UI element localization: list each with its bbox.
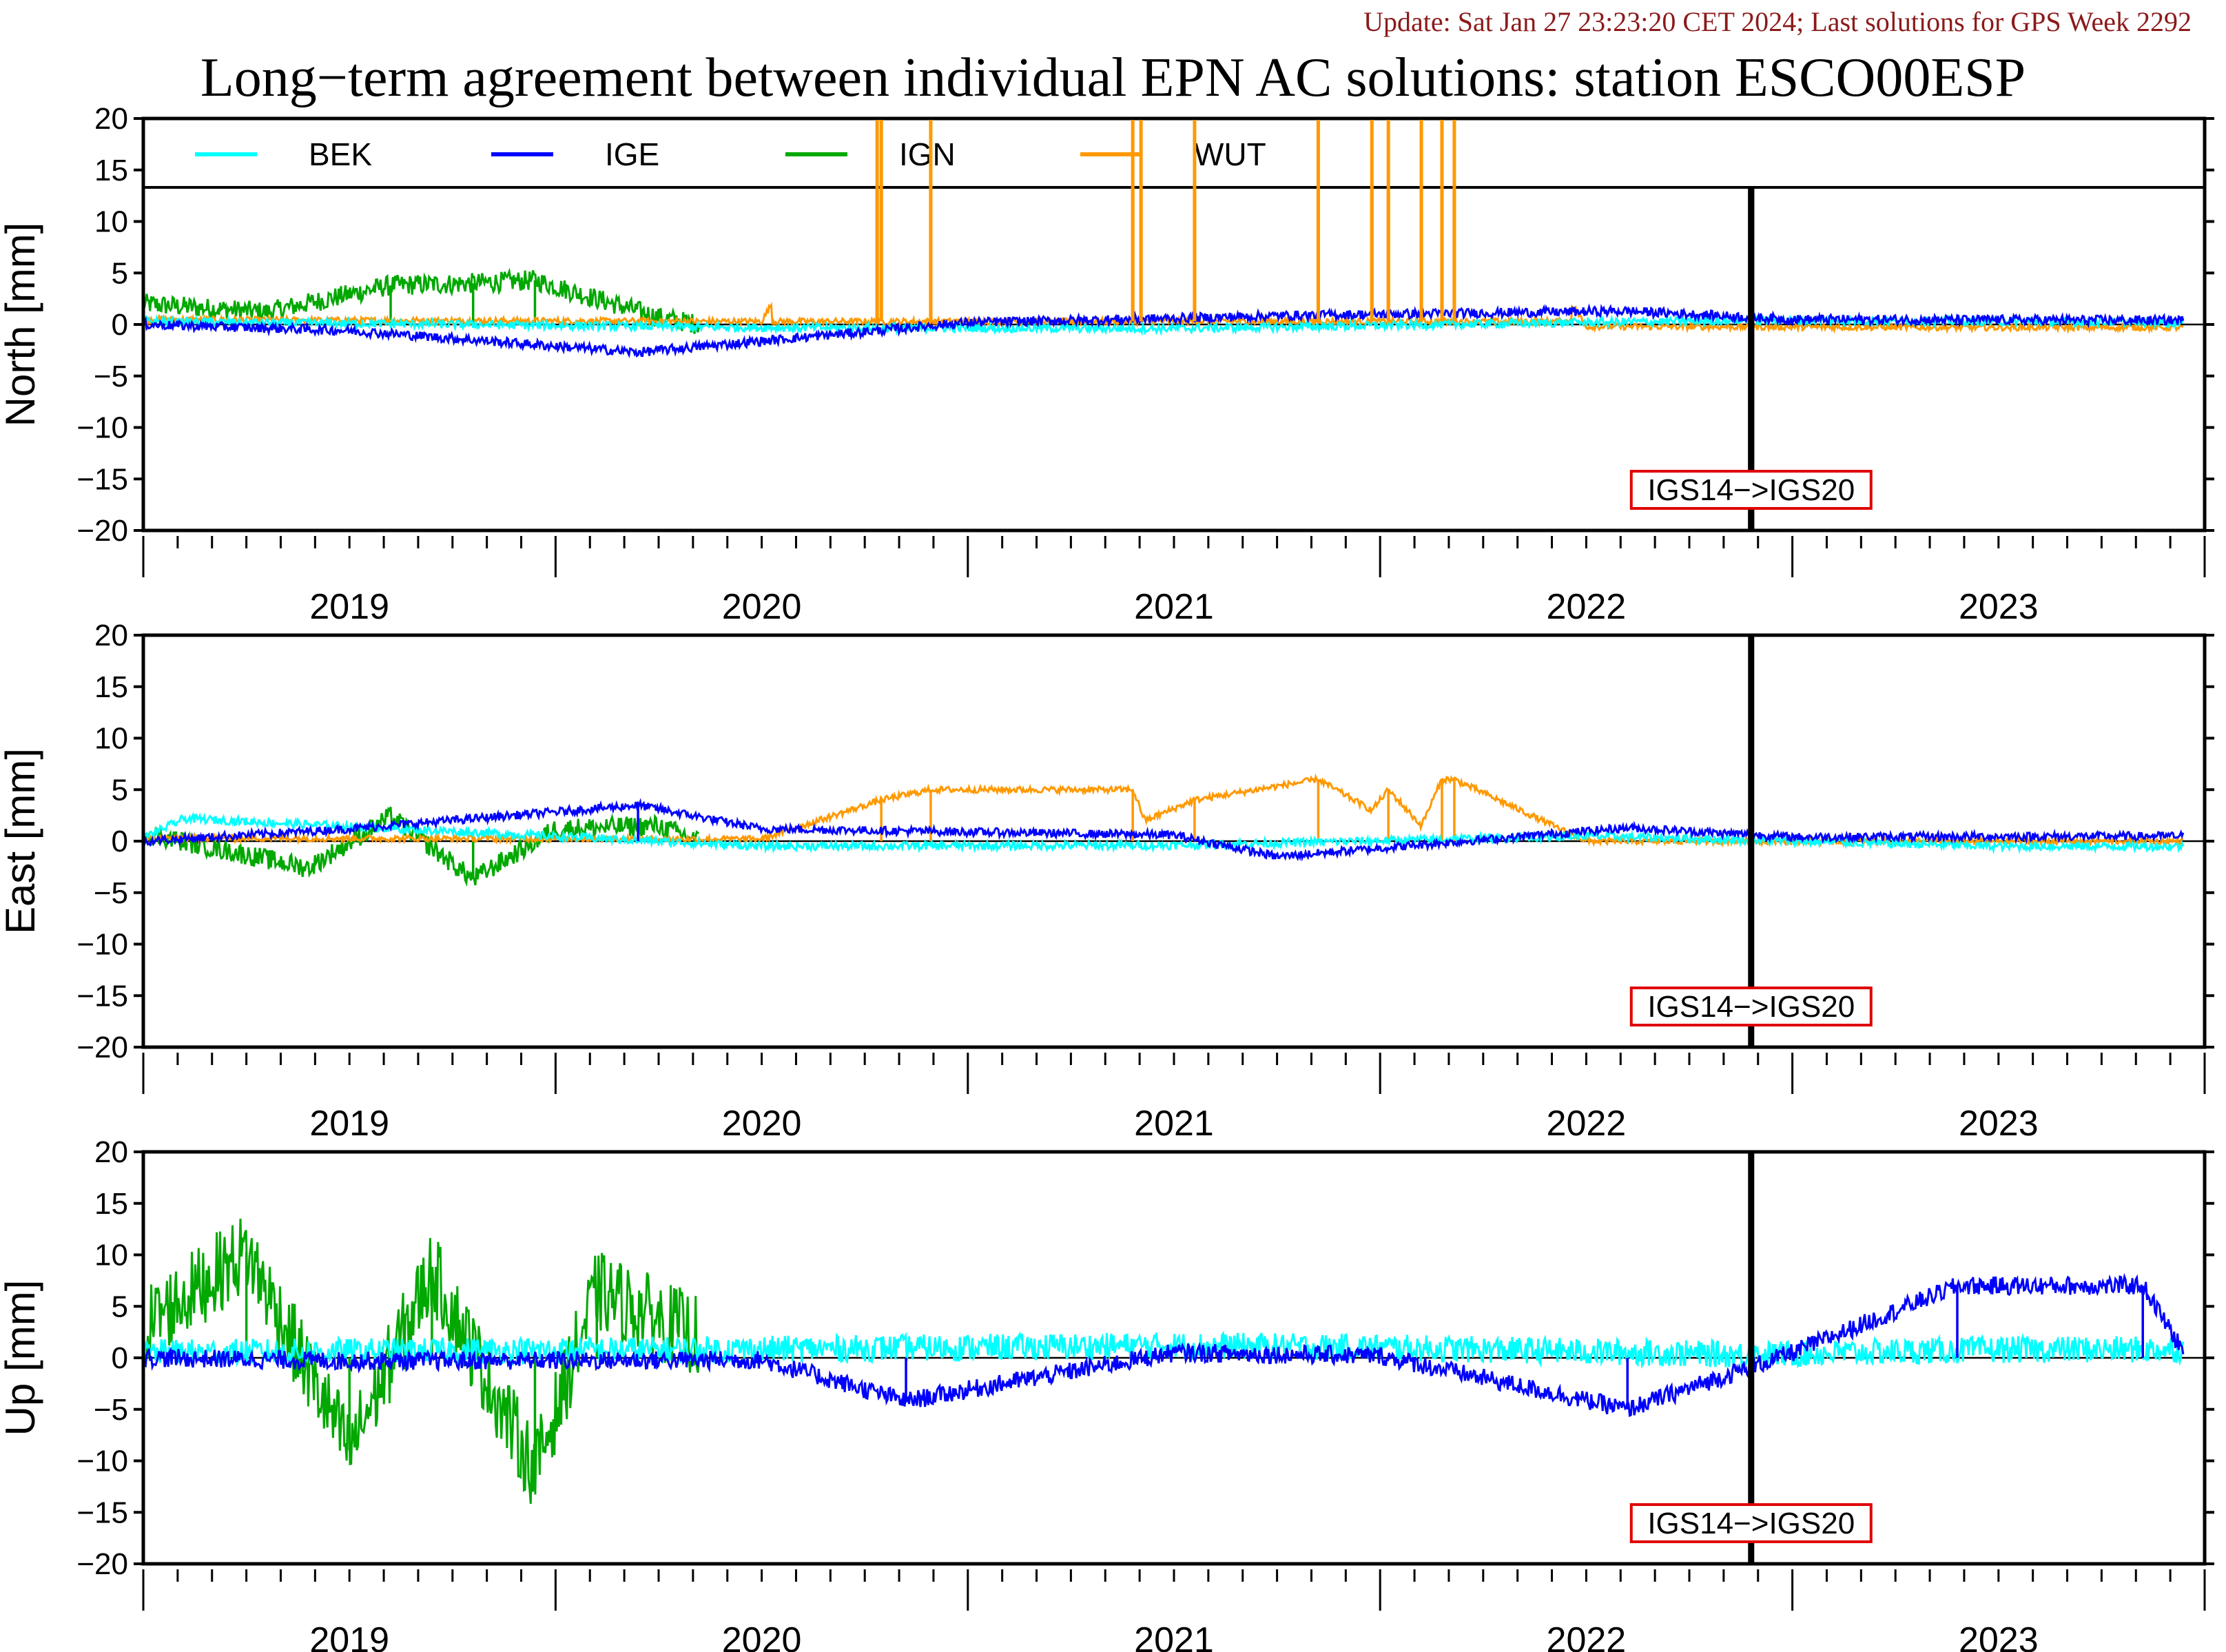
frame-change-annotation: IGS14−>IGS20 [1629, 987, 1873, 1026]
x-year-label: 2023 [1959, 587, 2039, 627]
x-year-label: 2021 [1134, 587, 1214, 627]
x-year-label: 2022 [1547, 587, 1627, 627]
series-line-wut [143, 302, 2184, 335]
x-year-label: 2020 [722, 587, 802, 627]
y-tick-label: 0 [112, 825, 128, 858]
panel-north: BEK IGE IGN WUT 20 15 10 5 0 −5 −10 −15 −20 North [mm… [0, 102, 2214, 627]
x-year-label: 2019 [309, 587, 389, 627]
y-axis-title: North [mm] [0, 223, 43, 427]
y-tick-label: 15 [94, 670, 128, 704]
y-tick-label: 5 [112, 773, 128, 807]
legend-label-bek: BEK [309, 136, 372, 172]
x-year-label: 2022 [1547, 1104, 1627, 1144]
y-tick-label: 5 [112, 1290, 128, 1323]
panel-east: 20 15 10 5 0 −5 −10 −15 −20 East [mm] 2019 2020 2021… [0, 619, 2214, 1144]
y-tick-label: 20 [94, 619, 128, 652]
series-line-bek [143, 812, 2185, 855]
y-tick-label: 15 [94, 1187, 128, 1221]
y-tick-label: 0 [112, 1341, 128, 1375]
series-line-bek [143, 313, 2185, 336]
y-tick-label: −15 [76, 979, 128, 1013]
y-tick-label: −10 [76, 1445, 128, 1478]
series-line-ign [143, 267, 701, 334]
x-year-label: 2020 [722, 1620, 802, 1652]
frame-change-annotation: IGS14−>IGS20 [1629, 470, 1873, 510]
x-year-label: 2020 [722, 1104, 802, 1144]
frame-change-label: IGS14−>IGS20 [1647, 473, 1855, 507]
x-year-label: 2021 [1134, 1104, 1214, 1144]
x-year-label: 2023 [1959, 1104, 2039, 1144]
y-tick-label: −20 [76, 1031, 128, 1064]
y-tick-label: −10 [76, 928, 128, 962]
y-tick-label: −15 [76, 462, 128, 496]
panel-up: 20 15 10 5 0 −5 −10 −15 −20 Up [mm] 2019 2020 2021 20… [0, 1135, 2214, 1652]
legend: BEK IGE IGN WUT [141, 116, 2207, 533]
legend-label-wut: WUT [1194, 136, 1266, 172]
y-tick-label: 20 [94, 102, 128, 136]
legend-label-ige: IGE [605, 136, 659, 172]
frame-change-label: IGS14−>IGS20 [1647, 990, 1855, 1024]
series-line-ige [143, 1272, 2185, 1417]
legend-label-ign: IGN [899, 136, 956, 172]
y-tick-label: −5 [94, 876, 128, 910]
y-tick-label: 5 [112, 256, 128, 290]
y-tick-label: −15 [76, 1496, 128, 1529]
y-tick-label: 10 [94, 205, 128, 239]
series-line-ign [143, 1219, 701, 1505]
y-tick-label: −10 [76, 411, 128, 445]
series-line-ige [143, 303, 2185, 359]
y-tick-label: 20 [94, 1135, 128, 1169]
x-year-label: 2019 [309, 1104, 389, 1144]
series-line-bek [143, 1330, 2185, 1370]
y-tick-label: 0 [112, 308, 128, 342]
x-year-label: 2022 [1547, 1620, 1627, 1652]
y-axis-title: Up [mm] [0, 1280, 43, 1436]
y-tick-label: −20 [76, 1547, 128, 1581]
y-tick-label: 15 [94, 154, 128, 187]
x-year-label: 2021 [1134, 1620, 1214, 1652]
frame-change-annotation: IGS14−>IGS20 [1629, 1503, 1873, 1543]
y-tick-label: 10 [94, 1239, 128, 1272]
series-line-ige [143, 798, 2185, 862]
y-tick-label: −5 [94, 1393, 128, 1427]
x-year-label: 2019 [309, 1620, 389, 1652]
y-tick-label: −5 [94, 360, 128, 393]
y-tick-label: 10 [94, 722, 128, 756]
y-axis-title: East [mm] [0, 748, 43, 934]
chart-title: Long−term agreement between individual E… [200, 48, 2026, 108]
y-tick-label: −20 [76, 514, 128, 548]
frame-change-label: IGS14−>IGS20 [1647, 1507, 1855, 1540]
x-year-label: 2023 [1959, 1620, 2039, 1652]
update-timestamp: Update: Sat Jan 27 23:23:20 CET 2024; La… [1363, 6, 2192, 37]
